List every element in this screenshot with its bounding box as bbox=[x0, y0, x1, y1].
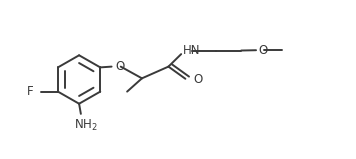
Text: NH$_2$: NH$_2$ bbox=[74, 118, 97, 133]
Text: O: O bbox=[259, 44, 268, 57]
Text: O: O bbox=[115, 60, 124, 73]
Text: F: F bbox=[27, 85, 33, 98]
Text: HN: HN bbox=[183, 44, 200, 57]
Text: O: O bbox=[193, 73, 203, 86]
